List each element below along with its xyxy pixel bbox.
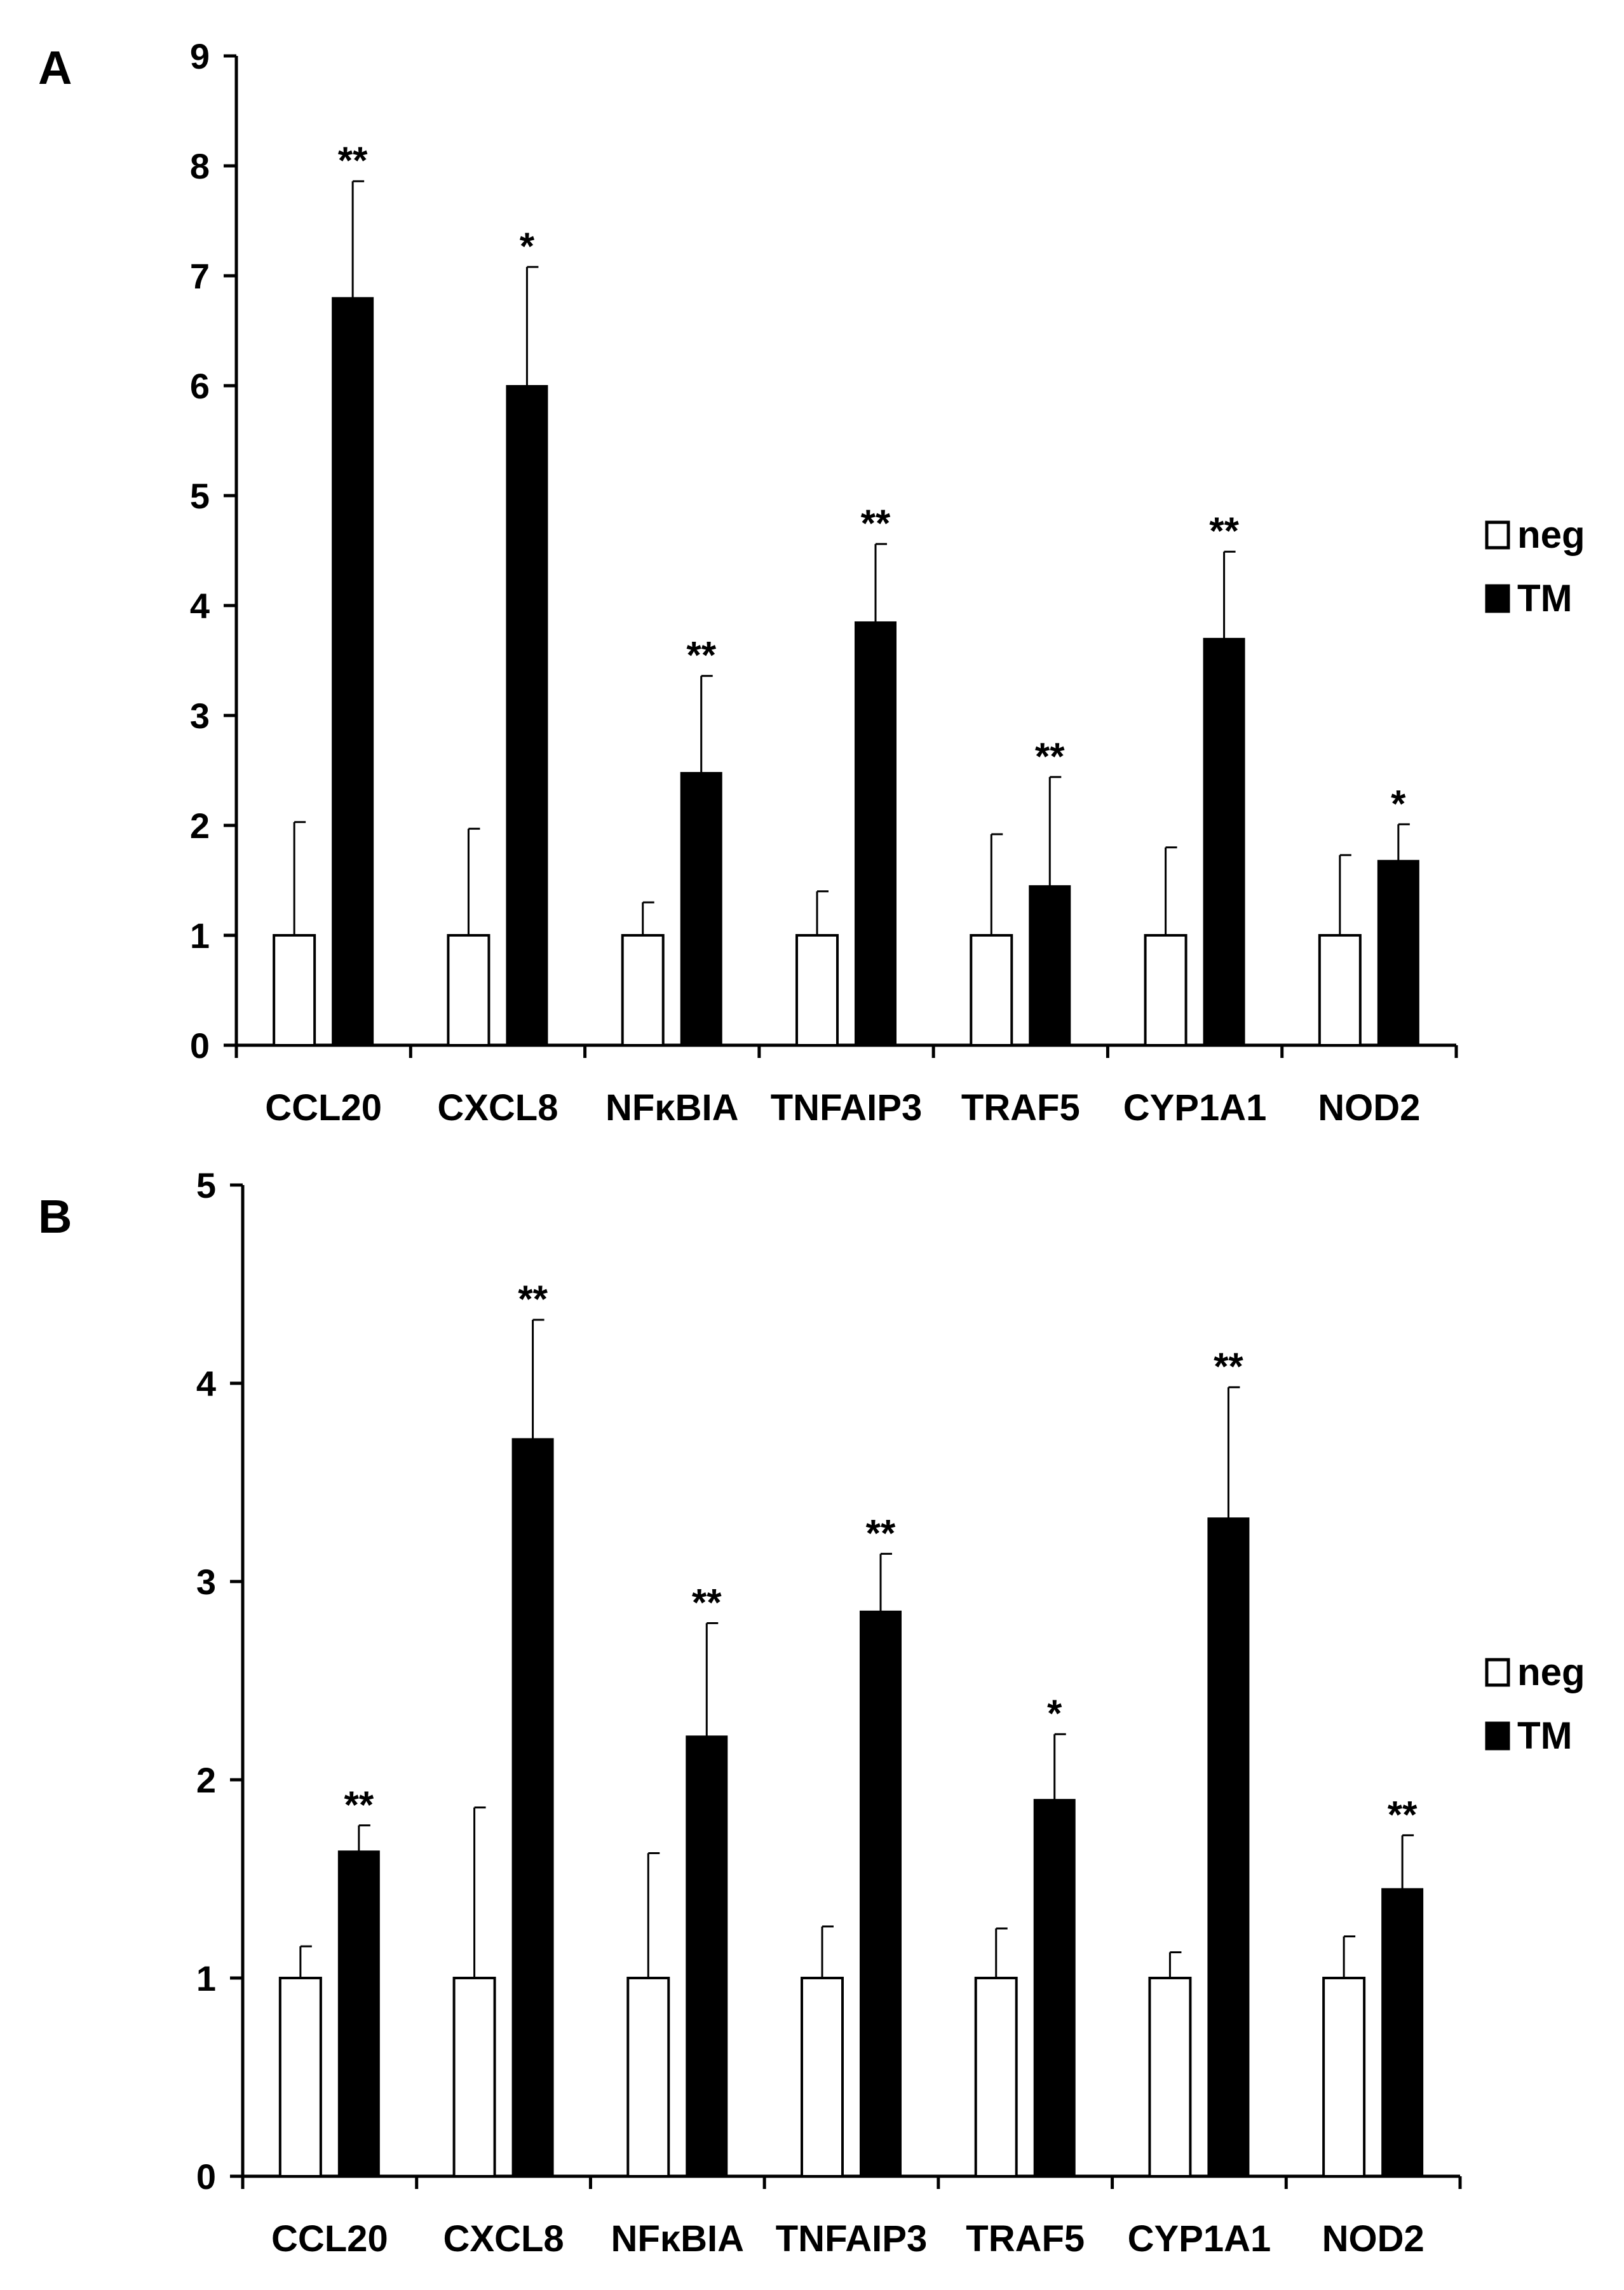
bar-neg [621,934,665,1047]
y-tick-label: 0 [190,1026,210,1066]
legend-label-tm: TM [1517,577,1573,620]
category-label: NOD2 [1322,2218,1424,2260]
significance-label: ** [1035,735,1065,778]
category-label: CYP1A1 [1123,1087,1267,1128]
bar-tm [1381,1888,1424,2178]
significance-label: ** [692,1582,722,1624]
category-label: NFκBIA [611,2218,745,2260]
y-tick-label: 9 [190,36,210,76]
bar-tm [1203,637,1245,1046]
category-label: CCL20 [271,2218,388,2260]
bar-neg [1318,934,1362,1047]
y-tick-label: 5 [196,1165,216,1205]
bar-tm [337,1850,380,2178]
y-tick-label: 3 [190,696,210,736]
panel-b-chart: B 0 1 2 3 4 5 ** CCL20 ** CXCL8 ** NFκBIA ** TNFAIP3 *… [38,1165,1585,2260]
y-tick-label: 1 [196,1958,216,1998]
bar-neg [970,934,1013,1047]
bar-tm [332,297,374,1047]
bar-neg [273,934,316,1047]
panel-a-chart: A 0 1 2 3 4 5 6 7 8 9 ** CCL20 * CXCL8 ** NFκBIA ** TNFAI… [38,36,1585,1128]
category-label: CYP1A1 [1128,2218,1271,2260]
bar-neg [1144,934,1188,1047]
significance-label: * [520,225,535,268]
category-label: TRAF5 [966,2218,1085,2260]
bar-tm [855,621,897,1046]
category-label: CXCL8 [437,1087,558,1128]
significance-label: * [1391,782,1406,825]
significance-label: ** [518,1278,548,1320]
y-tick-label: 6 [190,366,210,406]
bar-tm [511,1438,554,2178]
legend-swatch-neg [1485,520,1510,550]
bar-neg [452,1977,496,2178]
legend-swatch-tm [1485,1721,1510,1751]
y-tick-label: 8 [190,146,210,186]
y-tick-label: 3 [196,1562,216,1602]
significance-label: ** [344,1784,374,1826]
y-tick-label: 5 [190,476,210,516]
significance-label: ** [686,634,716,677]
legend-label-neg: neg [1517,513,1585,556]
y-tick-label: 2 [190,806,210,846]
bar-neg [626,1977,670,2178]
bar-tm [1033,1799,1076,2177]
significance-label: ** [338,139,368,182]
bar-neg [974,1977,1018,2178]
category-label: NFκBIA [606,1087,739,1128]
bar-tm [686,1735,728,2178]
category-label: CXCL8 [443,2218,564,2260]
significance-label: ** [1209,510,1239,552]
y-tick-label: 1 [190,916,210,956]
bar-tm [680,771,722,1046]
category-label: TNFAIP3 [771,1087,923,1128]
bar-neg [278,1977,322,2178]
y-tick-label: 0 [196,2157,216,2197]
bar-tm [506,385,548,1046]
category-label: CCL20 [265,1087,382,1128]
category-label: TNFAIP3 [776,2218,928,2260]
y-tick-label: 2 [196,1760,216,1800]
significance-label: ** [861,502,891,545]
legend-swatch-neg [1485,1658,1510,1687]
category-label: TRAF5 [961,1087,1080,1128]
bar-neg [1322,1977,1366,2178]
significance-label: ** [866,1512,896,1554]
bar-tm [860,1610,902,2178]
bar-neg [795,934,839,1047]
legend-label-neg: neg [1517,1651,1585,1693]
bar-neg [1148,1977,1192,2178]
panel-b-label: B [38,1190,72,1243]
bar-tm [1377,860,1419,1046]
significance-label: ** [1214,1345,1243,1388]
legend-swatch-tm [1485,584,1510,613]
y-tick-label: 7 [190,256,210,296]
bar-neg [801,1977,844,2178]
y-tick-label: 4 [190,586,210,626]
legend-label-tm: TM [1517,1714,1573,1757]
significance-label: ** [1388,1793,1418,1836]
bar-tm [1029,885,1071,1047]
bar-neg [447,934,491,1047]
y-tick-label: 4 [196,1364,216,1404]
significance-label: * [1047,1692,1062,1735]
bar-tm [1207,1517,1250,2177]
category-label: NOD2 [1318,1087,1420,1128]
panel-a-label: A [38,41,72,94]
